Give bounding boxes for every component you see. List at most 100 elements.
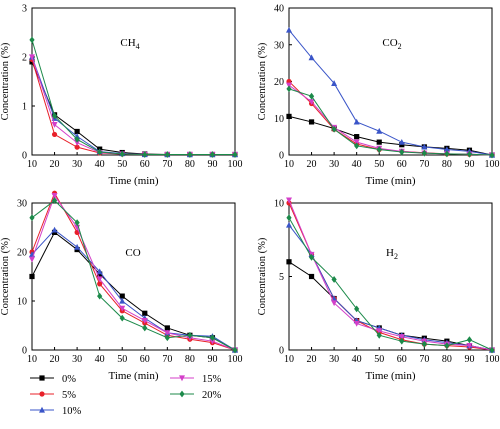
y-tick-label: 10 <box>17 297 27 308</box>
series-line <box>288 29 493 156</box>
data-point <box>466 150 473 158</box>
data-point <box>286 259 292 265</box>
data-point <box>466 336 473 344</box>
data-point <box>51 112 58 120</box>
y-tick-label: 30 <box>274 40 284 51</box>
data-point <box>74 135 80 143</box>
panel-title: CO2 <box>382 37 401 51</box>
data-point <box>119 297 126 304</box>
y-axis-label: Concentration (%) <box>257 237 268 315</box>
data-point <box>443 146 450 153</box>
y-tick-label: 30 <box>17 199 27 210</box>
legend-entry: 0% <box>30 374 76 385</box>
x-tick-label: 40 <box>95 354 105 365</box>
series-5pct <box>29 56 238 158</box>
series-20pct <box>29 197 238 354</box>
data-point <box>187 331 193 339</box>
x-tick-label: 60 <box>397 354 407 365</box>
x-tick-label: 20 <box>50 354 60 365</box>
series-20pct <box>29 36 238 158</box>
x-tick-label: 100 <box>228 354 243 365</box>
series-15pct <box>29 54 238 158</box>
data-point <box>354 142 360 150</box>
y-tick-label: 20 <box>17 248 27 259</box>
data-point <box>96 268 103 275</box>
x-tick-label: 80 <box>185 159 195 170</box>
y-tick-label: 2 <box>22 53 27 64</box>
data-point <box>331 125 337 133</box>
series-line <box>288 199 493 351</box>
x-tick-label: 60 <box>397 159 407 170</box>
data-point <box>489 346 495 354</box>
data-point <box>286 85 292 93</box>
x-tick-label: 10 <box>284 354 294 365</box>
data-point <box>354 305 360 313</box>
data-point <box>142 151 148 158</box>
data-point <box>421 149 427 157</box>
data-point <box>376 139 382 145</box>
series-5pct <box>286 200 495 353</box>
data-point <box>331 80 338 86</box>
data-point <box>399 337 405 345</box>
data-point <box>444 150 450 158</box>
data-point <box>308 119 315 125</box>
data-point <box>376 331 382 339</box>
x-tick-label: 20 <box>50 159 60 170</box>
data-point <box>51 122 58 128</box>
data-point <box>119 293 125 299</box>
legend-label: 15% <box>202 374 222 385</box>
legend: 0% 5% 10% 15% 20% <box>30 374 222 417</box>
x-tick-label: 30 <box>72 354 82 365</box>
x-axis-label: Time (min) <box>365 175 415 187</box>
x-tick-label: 100 <box>485 159 500 170</box>
legend-marker <box>39 391 45 397</box>
series-line <box>288 115 493 156</box>
series-line <box>288 224 493 351</box>
series-line <box>31 59 235 156</box>
data-point <box>74 243 81 250</box>
series-line <box>288 261 493 351</box>
data-point <box>141 318 148 324</box>
data-point <box>353 320 360 327</box>
data-point <box>354 134 360 140</box>
panel-title: CO <box>125 247 140 259</box>
data-point <box>308 273 315 280</box>
data-point <box>286 113 292 120</box>
x-tick-label: 10 <box>284 159 294 170</box>
plot-frame <box>288 7 493 156</box>
panel-title-subscript: 4 <box>136 42 140 51</box>
series-line <box>31 194 236 351</box>
x-tick-label: 80 <box>442 354 452 365</box>
data-point <box>308 253 315 261</box>
data-point <box>209 334 216 342</box>
x-tick-label: 20 <box>307 159 317 170</box>
legend-marker <box>179 390 185 398</box>
series-0pct <box>29 59 238 158</box>
data-point <box>398 334 405 340</box>
x-tick-label: 50 <box>117 354 127 365</box>
series-10pct <box>29 53 238 158</box>
data-point <box>51 131 58 138</box>
y-tick-label: 0 <box>279 346 284 357</box>
data-point <box>29 273 35 280</box>
data-point <box>96 276 103 283</box>
series-line <box>31 56 235 156</box>
y-axis-label: Concentration (%) <box>0 42 11 120</box>
series-line <box>31 56 235 156</box>
data-point <box>164 325 170 331</box>
x-tick-label: 90 <box>464 354 474 365</box>
data-point <box>29 256 35 263</box>
plot-frame <box>31 202 236 351</box>
data-point <box>286 221 292 228</box>
x-tick-label: 50 <box>117 159 127 170</box>
series-line <box>31 39 235 156</box>
legend-entry: 15% <box>170 374 222 385</box>
legend-label: 5% <box>62 390 76 401</box>
data-point <box>421 340 427 348</box>
x-axis-label: Time (min) <box>108 175 158 187</box>
series-15pct <box>286 82 495 159</box>
data-point <box>29 36 35 44</box>
x-tick-label: 30 <box>329 159 339 170</box>
